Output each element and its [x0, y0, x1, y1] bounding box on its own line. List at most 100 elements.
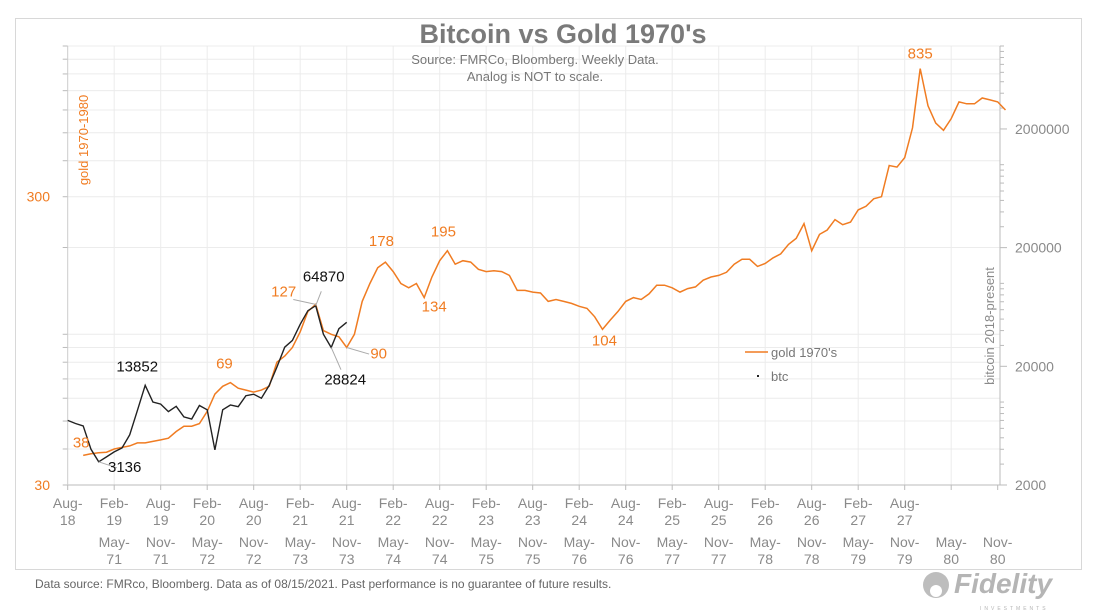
x-tick-label-gold-line: 80	[990, 551, 1006, 567]
annotation-leader-line	[330, 347, 342, 370]
x-tick-label-gold-line: Nov-	[797, 534, 827, 550]
x-tick-label-gold: Nov-80	[983, 534, 1013, 567]
legend-btc-label: btc	[771, 369, 789, 384]
x-tick-label-gold-line: 72	[199, 551, 215, 567]
x-tick-label-btc: Aug-23	[518, 495, 548, 528]
right-axis-tick-label: 2000000	[1015, 121, 1070, 137]
tick-labels: Aug-18Feb-19Aug-19Feb-20Aug-20Feb-21Aug-…	[27, 121, 1070, 567]
x-tick-label-btc-line: Aug-	[146, 495, 176, 511]
x-tick-label-btc-line: Feb-	[658, 495, 687, 511]
logo-subtext: INVESTMENTS	[980, 606, 1049, 612]
x-tick-label-btc-line: Feb-	[472, 495, 501, 511]
legend-gold-label: gold 1970's	[771, 345, 838, 360]
x-tick-label-btc-line: 18	[60, 512, 76, 528]
x-tick-label-btc-line: Aug-	[332, 495, 362, 511]
annotations: 38 69 127 90 178 134 195 104 835 3136 13852 64870 28…	[73, 46, 933, 476]
x-tick-label-btc-line: Aug-	[797, 495, 827, 511]
annotation-label: 3136	[108, 459, 141, 476]
logo-text: Fidelity	[954, 568, 1053, 599]
x-tick-label-gold-line: 73	[292, 551, 308, 567]
x-tick-label-gold-line: May-	[564, 534, 595, 550]
x-tick-label-gold-line: Nov-	[239, 534, 269, 550]
x-tick-label-btc-line: 25	[664, 512, 680, 528]
x-tick-label-gold-line: Nov-	[611, 534, 641, 550]
x-tick-label-btc-line: 26	[804, 512, 820, 528]
x-tick-label-gold-line: 74	[432, 551, 448, 567]
x-tick-label-btc-line: 19	[106, 512, 122, 528]
x-tick-label-gold-line: 78	[804, 551, 820, 567]
annotation-leader-line	[315, 291, 322, 306]
x-tick-label-btc-line: 19	[153, 512, 169, 528]
x-tick-label-gold: Nov-75	[518, 534, 548, 567]
x-tick-label-btc-line: Feb-	[751, 495, 780, 511]
chart-frame	[15, 18, 1082, 570]
x-tick-label-btc-line: 21	[339, 512, 355, 528]
x-tick-label-btc-line: 27	[897, 512, 913, 528]
x-tick-label-gold-line: May-	[99, 534, 130, 550]
x-tick-label-btc: Feb-27	[844, 495, 873, 528]
x-tick-label-gold-line: 73	[339, 551, 355, 567]
x-tick-label-gold-line: 76	[571, 551, 587, 567]
x-tick-label-btc: Feb-20	[193, 495, 222, 528]
x-tick-label-gold: May-77	[657, 534, 688, 567]
annotation-leader-line	[346, 346, 370, 355]
x-tick-label-gold: May-72	[192, 534, 223, 567]
x-tick-label-btc-line: Aug-	[611, 495, 641, 511]
btc-series-line	[67, 304, 348, 463]
x-tick-label-btc-line: 20	[199, 512, 215, 528]
x-tick-label-gold: May-76	[564, 534, 595, 567]
x-tick-label-gold-line: 77	[711, 551, 727, 567]
chart-title: Bitcoin vs Gold 1970's	[419, 19, 706, 49]
x-tick-label-btc: Feb-23	[472, 495, 501, 528]
x-tick-label-gold-line: 79	[897, 551, 913, 567]
x-tick-label-gold-line: 77	[664, 551, 680, 567]
legend: gold 1970's btc	[745, 345, 838, 384]
x-tick-label-btc-line: 21	[292, 512, 308, 528]
x-tick-label-btc-line: 22	[385, 512, 401, 528]
x-tick-label-btc-line: Feb-	[193, 495, 222, 511]
x-tick-label-btc-line: Feb-	[565, 495, 594, 511]
x-tick-label-gold-line: 80	[943, 551, 959, 567]
legend-btc-swatch	[757, 375, 759, 377]
x-tick-label-gold-line: 71	[106, 551, 122, 567]
x-tick-label-gold: Nov-76	[611, 534, 641, 567]
annotation-label: 127	[271, 283, 296, 300]
chart-subtitle-2: Analog is NOT to scale.	[467, 69, 603, 84]
x-tick-label-btc-line: Feb-	[286, 495, 315, 511]
x-tick-label-gold-line: Nov-	[704, 534, 734, 550]
x-tick-label-gold-line: Nov-	[425, 534, 455, 550]
annotation-label: 134	[422, 299, 447, 316]
x-tick-label-gold-line: May-	[936, 534, 967, 550]
annotation-label: 13852	[116, 358, 158, 375]
axes	[62, 45, 1007, 490]
annotation-label: 178	[369, 233, 394, 250]
x-tick-label-btc: Feb-21	[286, 495, 315, 528]
x-tick-label-btc-line: Feb-	[844, 495, 873, 511]
x-tick-label-gold-line: 71	[153, 551, 169, 567]
x-tick-label-btc: Aug-18	[53, 495, 83, 528]
x-tick-label-btc: Aug-25	[704, 495, 734, 528]
x-tick-label-gold: Nov-79	[890, 534, 920, 567]
left-axis-label: gold 1970-1980	[76, 95, 91, 185]
x-tick-label-btc-line: 27	[850, 512, 866, 528]
x-tick-label-gold-line: May-	[471, 534, 502, 550]
x-tick-label-btc-line: 26	[757, 512, 773, 528]
annotation-leader-line	[293, 299, 316, 305]
x-tick-label-gold-line: May-	[750, 534, 781, 550]
fidelity-logo: Fidelity INVESTMENTS	[923, 568, 1053, 612]
x-tick-label-btc-line: Aug-	[425, 495, 455, 511]
annotation-label: 64870	[303, 269, 345, 286]
logo-sunburst-center	[930, 585, 942, 597]
x-tick-label-btc-line: Aug-	[704, 495, 734, 511]
annotation-label: 104	[592, 332, 617, 349]
x-tick-label-btc-line: Aug-	[53, 495, 83, 511]
x-tick-label-btc: Aug-22	[425, 495, 455, 528]
x-tick-label-btc: Feb-19	[100, 495, 129, 528]
gold-series-line	[83, 68, 1007, 457]
x-tick-label-btc-line: Feb-	[379, 495, 408, 511]
x-tick-label-gold: Nov-74	[425, 534, 455, 567]
x-tick-label-btc: Aug-26	[797, 495, 827, 528]
right-axis-label: bitcoin 2018-present	[982, 267, 997, 385]
x-tick-label-gold-line: Nov-	[332, 534, 362, 550]
right-axis-tick-label: 200000	[1015, 240, 1062, 256]
